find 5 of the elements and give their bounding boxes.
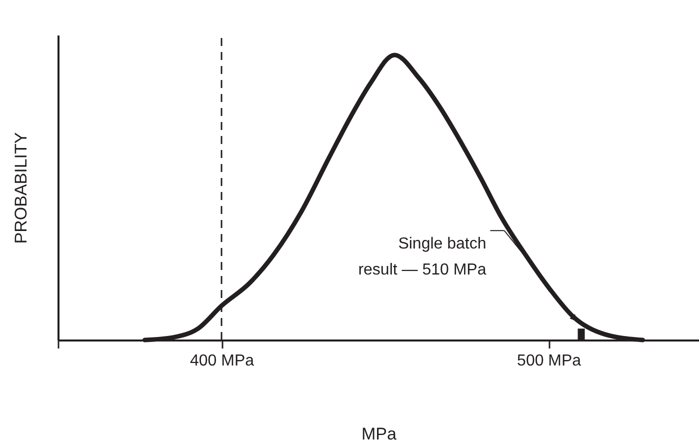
x-tick-label: 400 MPa <box>190 352 254 370</box>
annotation: Single batch result — 510 MPa <box>358 236 486 279</box>
x-tick-label: 500 MPa <box>517 352 582 370</box>
x-axis-title: MPa <box>362 424 398 444</box>
y-axis-title: PROBABILITY <box>12 132 30 244</box>
